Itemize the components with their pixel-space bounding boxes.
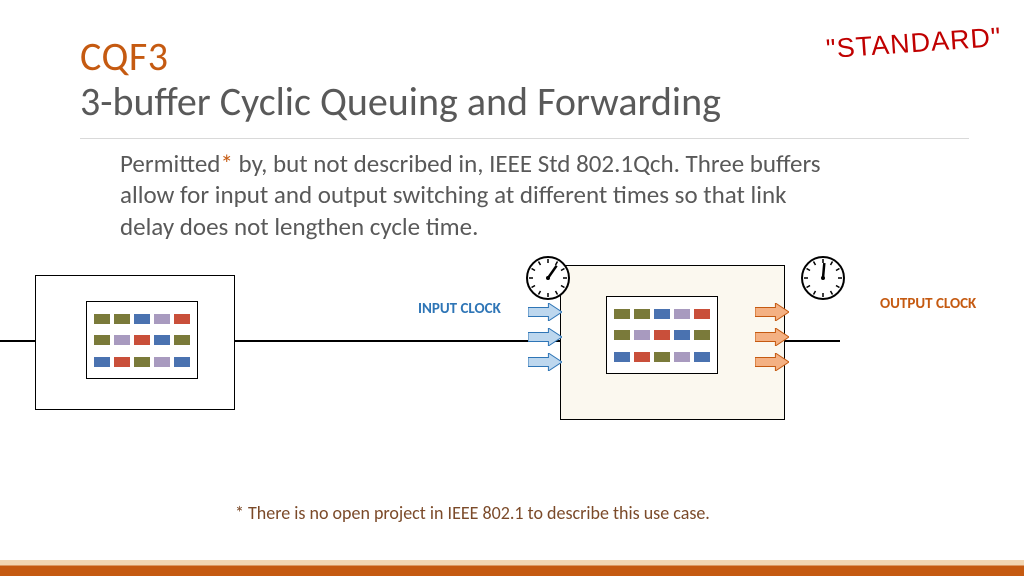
right-buffer-stack	[606, 296, 718, 374]
buffer-cell	[174, 357, 190, 367]
buffer-cell	[154, 335, 170, 345]
buffer-cell	[154, 357, 170, 367]
buffer-row	[93, 357, 191, 367]
buffer-cell	[634, 309, 650, 319]
buffer-cell	[694, 330, 710, 340]
buffer-cell	[134, 357, 150, 367]
buffer-cell	[694, 352, 710, 362]
buffer-cell	[674, 352, 690, 362]
right-node	[560, 265, 785, 420]
buffer-cell	[174, 314, 190, 324]
footnote: * There is no open project in IEEE 802.1…	[235, 502, 710, 524]
buffer-cell	[614, 309, 630, 319]
buffer-cell	[614, 330, 630, 340]
buffer-cell	[114, 314, 130, 324]
link-line-left	[0, 340, 35, 342]
title-subtitle: 3-buffer Cyclic Queuing and Forwarding	[80, 77, 984, 126]
link-line-mid	[235, 340, 560, 342]
left-node	[35, 275, 235, 410]
buffer-cell	[114, 335, 130, 345]
buffer-cell	[134, 314, 150, 324]
buffer-row	[613, 330, 711, 340]
input-clock-icon	[525, 255, 571, 301]
buffer-cell	[654, 352, 670, 362]
output-clock-icon	[800, 255, 846, 301]
left-buffer-stack	[86, 301, 198, 379]
input-clock-label: INPUT CLOCK	[418, 300, 501, 318]
output-clock-label: OUTPUT CLOCK	[880, 295, 976, 313]
output-arrow-icon	[755, 303, 789, 326]
buffer-cell	[614, 352, 630, 362]
title-divider	[80, 138, 969, 139]
buffer-cell	[94, 335, 110, 345]
buffer-row	[613, 352, 711, 362]
input-arrow-icon	[528, 353, 562, 376]
buffer-cell	[94, 357, 110, 367]
link-line-right	[785, 340, 840, 342]
body-asterisk: *	[220, 148, 232, 179]
output-arrow-icon	[755, 328, 789, 351]
input-arrow-icon	[528, 303, 562, 326]
buffer-row	[613, 309, 711, 319]
buffer-row	[93, 335, 191, 345]
buffer-cell	[154, 314, 170, 324]
buffer-cell	[674, 330, 690, 340]
buffer-cell	[134, 335, 150, 345]
body-paragraph: Permitted* by, but not described in, IEE…	[120, 148, 840, 242]
output-arrow-icon	[755, 353, 789, 376]
buffer-cell	[654, 330, 670, 340]
buffer-cell	[174, 335, 190, 345]
footer-bar	[0, 560, 1024, 576]
buffer-cell	[634, 352, 650, 362]
buffer-cell	[634, 330, 650, 340]
buffer-cell	[654, 309, 670, 319]
buffer-cell	[114, 357, 130, 367]
buffer-cell	[94, 314, 110, 324]
body-prefix: Permitted	[120, 148, 220, 179]
buffer-cell	[674, 309, 690, 319]
buffer-cell	[694, 309, 710, 319]
buffer-row	[93, 314, 191, 324]
input-arrow-icon	[528, 328, 562, 351]
